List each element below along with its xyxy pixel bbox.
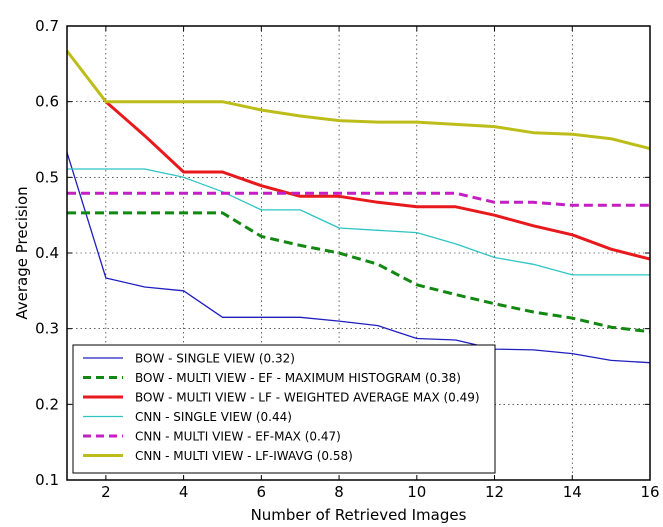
x-tick-label: 4	[179, 483, 189, 501]
x-tick-label: 8	[334, 483, 344, 501]
legend-entry-label: BOW - MULTI VIEW - EF - MAXIMUM HISTOGRA…	[135, 371, 461, 385]
legend-entry-label: BOW - SINGLE VIEW (0.32)	[135, 352, 295, 366]
y-tick-label: 0.4	[35, 244, 59, 262]
y-tick-label: 0.1	[35, 471, 59, 489]
legend-entry-label: CNN - SINGLE VIEW (0.44)	[135, 410, 292, 424]
x-tick-label: 16	[640, 483, 659, 501]
y-tick-label: 0.3	[35, 320, 59, 338]
legend-entry-label: CNN - MULTI VIEW - EF-MAX (0.47)	[135, 430, 341, 444]
series-line-3	[104, 100, 651, 261]
legend-entry-label: CNN - MULTI VIEW - LF-IWAVG (0.58)	[135, 449, 353, 463]
legend-box	[72, 344, 496, 474]
axis-ticks: 2 4 6 8 10 12 14 16 0.1 0.2 0.3 0.4 0.5 0.6 0.7	[35, 17, 659, 501]
x-tick-label: 12	[485, 483, 504, 501]
y-tick-label: 0.5	[35, 168, 59, 186]
series-line-6	[65, 50, 651, 151]
y-axis-label: Average Precision	[13, 186, 31, 319]
series-line-4	[67, 168, 650, 276]
x-axis-label: Number of Retrieved Images	[251, 506, 467, 524]
series-line-2	[67, 211, 651, 334]
legend: BOW - SINGLE VIEW (0.32) BOW - MULTI VIEW…	[72, 344, 496, 474]
series-line-1	[66, 152, 651, 364]
x-tick-label: 6	[257, 483, 267, 501]
y-tick-label: 0.6	[35, 93, 59, 111]
legend-entry-label: BOW - MULTI VIEW - LF - WEIGHTED AVERAGE…	[135, 391, 480, 405]
series-lines	[65, 50, 651, 364]
x-tick-label: 10	[407, 483, 426, 501]
y-tick-label: 0.7	[35, 17, 59, 35]
x-tick-label: 2	[101, 483, 111, 501]
y-tick-label: 0.2	[35, 395, 59, 413]
x-tick-label: 14	[563, 483, 582, 501]
